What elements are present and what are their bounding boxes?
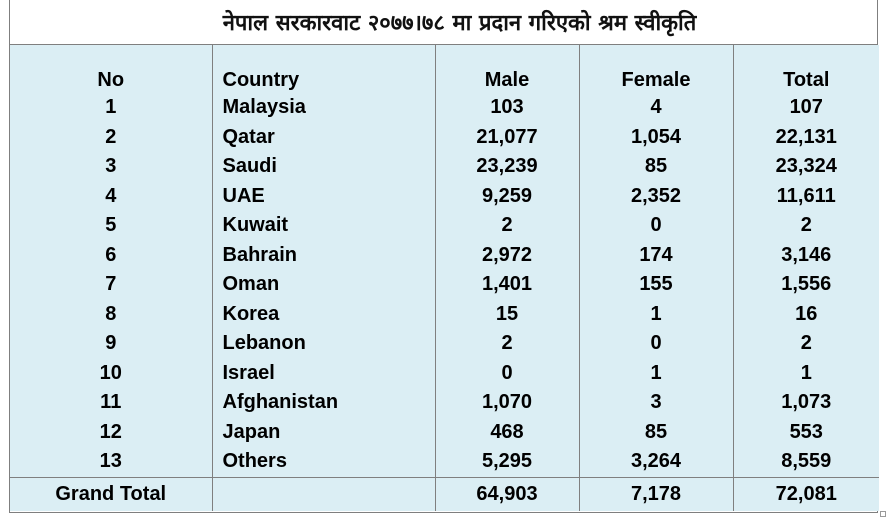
row-total-cell: 1,073 [732, 388, 879, 418]
row-female-cell: 3,264 [578, 447, 734, 477]
grand-total-total: 72,081 [733, 476, 879, 511]
row-country-cell: Qatar [211, 122, 436, 152]
row-country-cell: Malaysia [212, 93, 436, 123]
row-female-cell: 2,352 [578, 181, 734, 211]
row-total-cell: 2 [732, 329, 879, 359]
row-male-cell: 2 [434, 329, 580, 359]
grand-total-row: Grand Total 64,903 7,178 72,081 [10, 476, 879, 511]
row-country-cell: Japan [211, 417, 436, 447]
row-country-cell: Korea [211, 299, 436, 329]
row-country-cell: Bahrain [211, 240, 436, 270]
row-male-cell: 1,401 [434, 270, 580, 300]
row-male-cell: 9,259 [434, 181, 580, 211]
table-row: 2 Qatar 21,077 1,054 22,131 [10, 122, 879, 152]
table-row: 3 Saudi 23,239 85 23,324 [10, 152, 879, 182]
row-male-cell: 21,077 [434, 122, 580, 152]
row-female-cell: 1,054 [578, 122, 734, 152]
table-row: 7 Oman 1,401 155 1,556 [10, 270, 879, 300]
row-male-cell: 468 [434, 417, 580, 447]
row-male-cell: 103 [435, 93, 580, 123]
resize-handle-icon [880, 511, 886, 517]
table-row: 12 Japan 468 85 553 [10, 417, 879, 447]
row-total-cell: 22,131 [732, 122, 879, 152]
grand-total-male: 64,903 [435, 476, 580, 511]
header-total: Total [783, 69, 830, 91]
table-row: 4 UAE 9,259 2,352 11,611 [10, 181, 879, 211]
row-female-cell: 1 [578, 358, 734, 388]
grand-total-label: Grand Total [10, 476, 213, 511]
row-no-cell: 3 [10, 152, 213, 182]
row-country-cell: Oman [211, 270, 436, 300]
row-no-cell: 13 [10, 447, 213, 477]
row-total-cell: 553 [732, 417, 879, 447]
row-total-cell: 8,559 [732, 447, 879, 477]
header-no: No [10, 45, 213, 93]
row-total-cell: 1 [732, 358, 879, 388]
row-country-cell: Israel [211, 358, 436, 388]
table-row: 1 Malaysia 103 4 107 [10, 93, 879, 123]
row-no-cell: 6 [10, 240, 213, 270]
header-female: Female [579, 45, 734, 93]
row-total-cell: 2 [732, 211, 879, 241]
table-row: 6 Bahrain 2,972 174 3,146 [10, 240, 879, 270]
row-total-cell: 23,324 [732, 152, 879, 182]
row-country-cell: Others [211, 447, 436, 477]
row-male-cell: 0 [434, 358, 580, 388]
table-title-row: नेपाल सरकारवाट २०७७।७८ मा प्रदान गरिएको … [10, 0, 877, 45]
row-no-cell: 10 [10, 358, 213, 388]
labour-approval-table-container: नेपाल सरकारवाट २०७७।७८ मा प्रदान गरिएको … [9, 0, 879, 513]
table-row: 8 Korea 15 1 16 [10, 299, 879, 329]
row-total-cell: 1,556 [732, 270, 879, 300]
row-female-cell: 155 [578, 270, 734, 300]
row-country-cell: Lebanon [211, 329, 436, 359]
row-female-cell: 3 [578, 388, 734, 418]
row-no-cell: 1 [10, 93, 213, 123]
header-country: Country [212, 45, 436, 93]
labour-approval-table: No Country Male Female Total 1 Malaysia 10… [10, 45, 879, 511]
row-country-cell: Kuwait [211, 211, 436, 241]
row-male-cell: 2,972 [434, 240, 580, 270]
grand-total-country-cell [212, 476, 436, 511]
row-male-cell: 23,239 [434, 152, 580, 182]
row-total-cell: 16 [732, 299, 879, 329]
table-row: 10 Israel 0 1 1 [10, 358, 879, 388]
row-male-cell: 1,070 [434, 388, 580, 418]
row-total-cell: 3,146 [732, 240, 879, 270]
row-female-cell: 0 [578, 211, 734, 241]
row-female-cell: 85 [578, 417, 734, 447]
row-male-cell: 5,295 [434, 447, 580, 477]
row-female-cell: 174 [578, 240, 734, 270]
row-total-cell: 107 [789, 96, 823, 119]
table-row: 13 Others 5,295 3,264 8,559 [10, 447, 879, 477]
row-country-cell: UAE [211, 181, 436, 211]
row-female-cell: 4 [579, 93, 734, 123]
row-country-cell: Afghanistan [211, 388, 436, 418]
header-row: No Country Male Female Total [10, 45, 879, 93]
row-no-cell: 2 [10, 122, 213, 152]
grand-total-female: 7,178 [579, 476, 734, 511]
table-row: 5 Kuwait 2 0 2 [10, 211, 879, 241]
row-no-cell: 4 [10, 181, 213, 211]
row-total-cell: 11,611 [732, 181, 879, 211]
row-no-cell: 12 [10, 417, 213, 447]
row-no-cell: 7 [10, 270, 213, 300]
table-title: नेपाल सरकारवाट २०७७।७८ मा प्रदान गरिएको … [222, 11, 697, 36]
row-female-cell: 85 [578, 152, 734, 182]
row-female-cell: 1 [578, 299, 734, 329]
header-male: Male [435, 45, 580, 93]
row-male-cell: 2 [434, 211, 580, 241]
row-country-cell: Saudi [211, 152, 436, 182]
row-no-cell: 11 [10, 388, 213, 418]
row-no-cell: 5 [10, 211, 213, 241]
table-row: 11 Afghanistan 1,070 3 1,073 [10, 388, 879, 418]
table-body: 1 Malaysia 103 4 107 2 Qatar 21,077 1,054 22,131 3… [10, 93, 879, 477]
row-female-cell: 0 [578, 329, 734, 359]
row-male-cell: 15 [434, 299, 580, 329]
row-no-cell: 8 [10, 299, 213, 329]
table-row: 9 Lebanon 2 0 2 [10, 329, 879, 359]
row-no-cell: 9 [10, 329, 213, 359]
